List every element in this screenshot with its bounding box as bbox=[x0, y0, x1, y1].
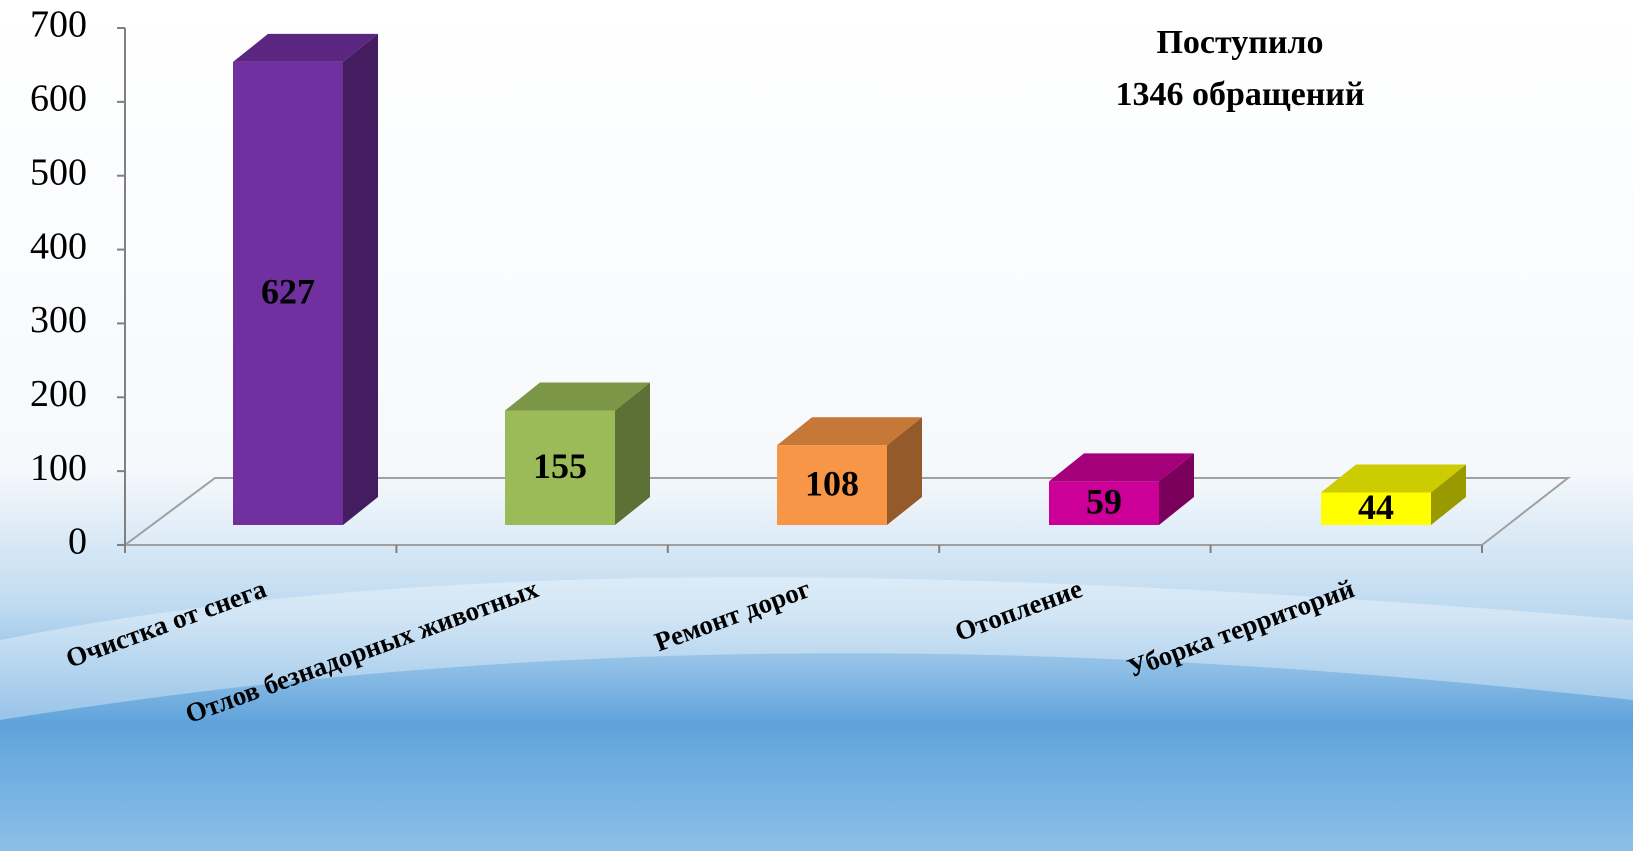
bar bbox=[1049, 481, 1159, 525]
bar-side bbox=[343, 33, 378, 526]
y-tick-label: 0 bbox=[68, 521, 87, 563]
y-tick-label: 500 bbox=[30, 151, 87, 193]
bar-side bbox=[1159, 453, 1194, 525]
bar bbox=[1321, 492, 1431, 525]
wave bbox=[0, 577, 1633, 720]
bar-side bbox=[615, 382, 650, 525]
y-tick-label: 400 bbox=[30, 225, 87, 267]
bar bbox=[233, 61, 343, 526]
y-tick-label: 700 bbox=[30, 4, 87, 46]
y-tick-label: 600 bbox=[30, 78, 87, 120]
bar-side bbox=[887, 417, 922, 525]
value-label: 627 bbox=[261, 272, 315, 312]
value-label: 155 bbox=[533, 446, 587, 486]
annotation: 1346 обращений bbox=[1116, 76, 1365, 113]
value-label: 108 bbox=[805, 463, 859, 503]
bar-top bbox=[1049, 453, 1194, 482]
y-tick-label: 100 bbox=[30, 447, 87, 489]
bar-top bbox=[233, 33, 378, 62]
bar-top bbox=[505, 382, 650, 411]
bar-top bbox=[777, 417, 922, 446]
value-label: 59 bbox=[1086, 481, 1122, 521]
annotation: Поступило bbox=[1156, 24, 1323, 61]
value-label: 44 bbox=[1358, 487, 1394, 527]
bar-side bbox=[1431, 464, 1466, 525]
bar-top bbox=[1321, 464, 1466, 493]
bar bbox=[505, 410, 615, 525]
y-tick-label: 300 bbox=[30, 299, 87, 341]
bar bbox=[777, 445, 887, 525]
y-tick-label: 200 bbox=[30, 373, 87, 415]
